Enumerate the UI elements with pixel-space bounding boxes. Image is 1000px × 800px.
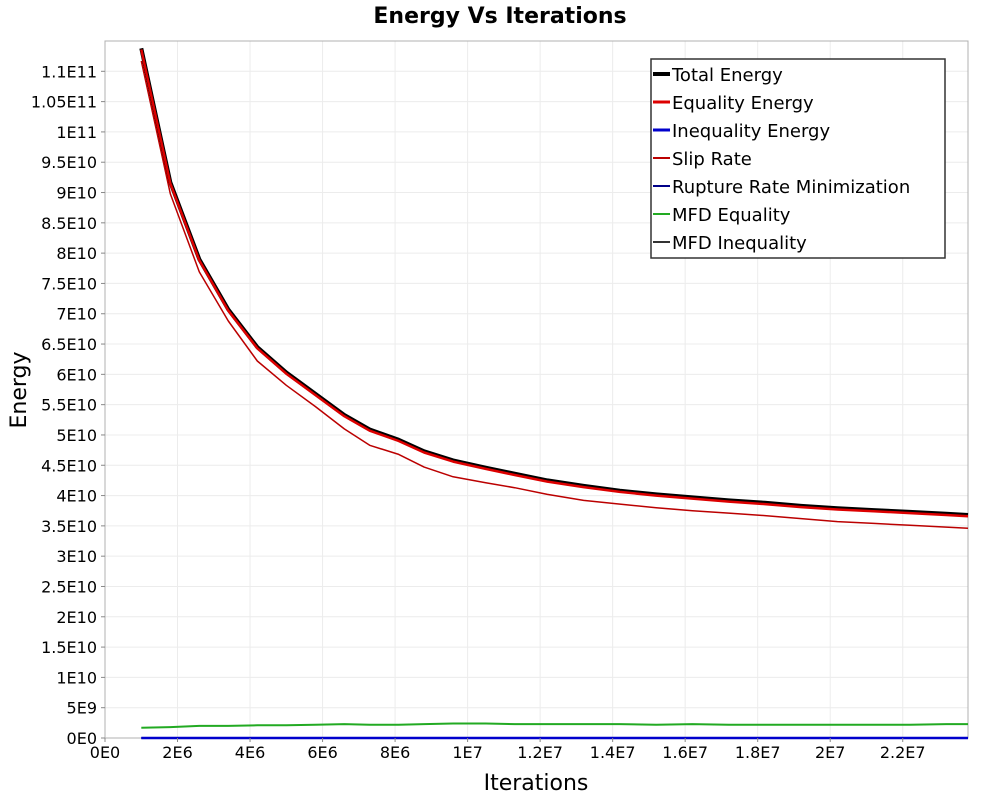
series-line-equality-energy (140, 49, 969, 518)
x-tick-label: 6E6 (307, 743, 337, 762)
legend-box (650, 58, 946, 259)
x-tick-label: 4E6 (235, 743, 265, 762)
x-tick-label: 1.6E7 (662, 743, 708, 762)
y-tick-label: 1.05E11 (31, 93, 97, 112)
series-line-slip-rate (140, 60, 969, 530)
y-tick-label: 1E11 (56, 123, 97, 142)
y-tick-label: 3E10 (56, 547, 97, 566)
y-tick-label: 3.5E10 (41, 517, 97, 536)
x-tick-label: 0E0 (90, 743, 120, 762)
y-tick-label: 9E10 (56, 184, 97, 203)
legend-label: Inequality Energy (672, 121, 830, 142)
y-tick-label: 5E9 (67, 699, 97, 718)
x-tick-label: 2.2E7 (880, 743, 926, 762)
x-tick-label: 1.2E7 (517, 743, 563, 762)
x-tick-label: 1.4E7 (590, 743, 636, 762)
series-layer (139, 47, 969, 740)
x-tick-label: 8E6 (380, 743, 410, 762)
x-tick-label: 2E6 (162, 743, 192, 762)
series-line-mfd-equality (141, 722, 968, 729)
tick-layer: 0E0 5E9 1E10 1.5E10 2E10 2.5E10 3E10 3.5E10 4E10… (31, 62, 926, 762)
y-tick-label: 6E10 (56, 365, 97, 384)
y-tick-label: 4E10 (56, 487, 97, 506)
y-tick-label: 1.5E10 (41, 638, 97, 657)
y-tick-label: 0E0 (67, 729, 97, 748)
x-tick-label: 1E7 (452, 743, 482, 762)
legend-label: MFD Equality (672, 205, 791, 226)
legend-label: Rupture Rate Minimization (672, 177, 910, 198)
x-tick-label: 2E7 (815, 743, 845, 762)
y-tick-label: 9.5E10 (41, 153, 97, 172)
y-tick-label: 5E10 (56, 426, 97, 445)
legend-label: Slip Rate (672, 149, 752, 170)
legend-label: MFD Inequality (672, 233, 807, 254)
y-tick-label: 4.5E10 (41, 456, 97, 475)
y-tick-label: 2.5E10 (41, 577, 97, 596)
y-tick-label: 7E10 (56, 305, 97, 324)
y-tick-label: 8E10 (56, 244, 97, 263)
y-tick-label: 7.5E10 (41, 274, 97, 293)
y-axis-label: Energy (7, 351, 32, 428)
y-tick-label: 6.5E10 (41, 335, 97, 354)
y-tick-label: 5.5E10 (41, 396, 97, 415)
legend: Total Energy Equality Energy Inequality En… (650, 58, 946, 259)
y-tick-label: 8.5E10 (41, 214, 97, 233)
x-axis-label: Iterations (484, 771, 589, 796)
y-tick-label: 1.1E11 (41, 62, 97, 81)
x-tick-label: 1.8E7 (735, 743, 781, 762)
y-tick-label: 1E10 (56, 668, 97, 687)
legend-label: Total Energy (671, 65, 783, 86)
y-tick-label: 2E10 (56, 608, 97, 627)
chart-title: Energy Vs Iterations (373, 4, 626, 29)
legend-label: Equality Energy (672, 93, 814, 114)
